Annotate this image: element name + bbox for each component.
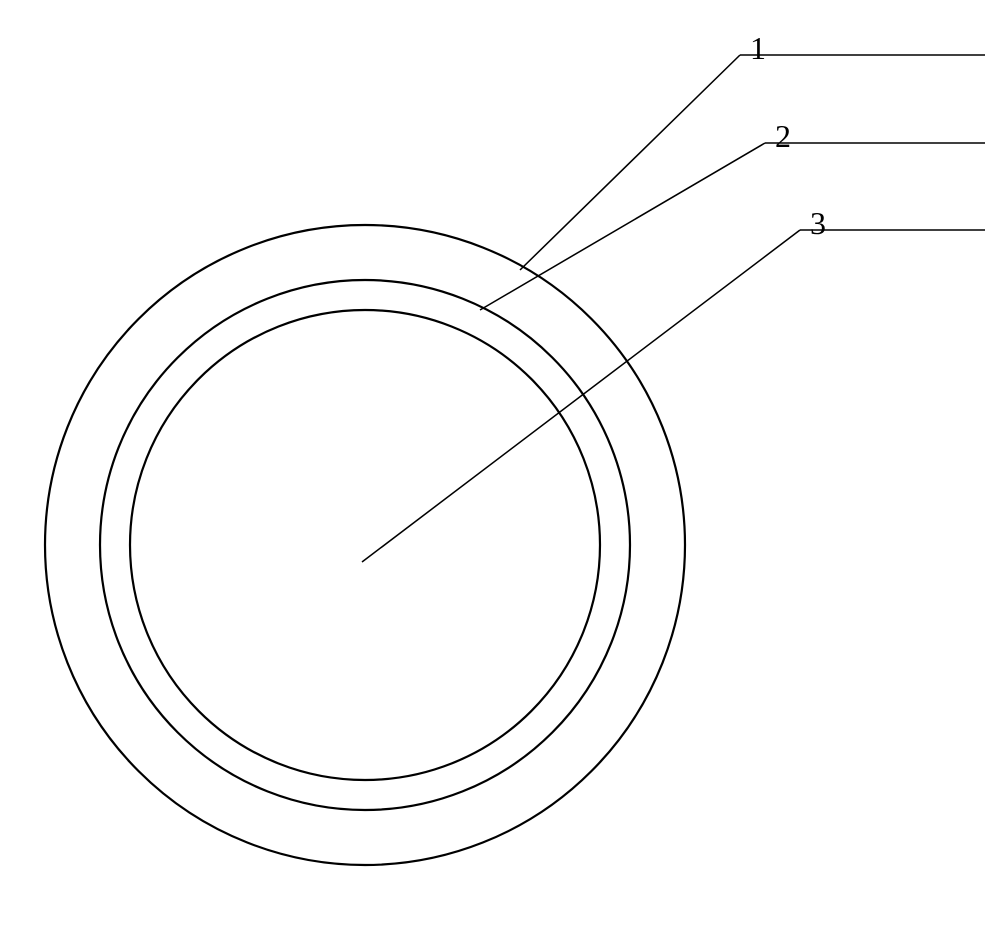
label-2: 2 <box>775 118 791 155</box>
circle-inner-core <box>130 310 600 780</box>
leader-lines <box>362 55 985 562</box>
concentric-circles <box>45 225 685 865</box>
leader-line-2 <box>480 143 765 310</box>
diagram-svg <box>0 0 1000 935</box>
leader-line-3 <box>362 230 800 562</box>
diagram-container: 1 2 3 <box>0 0 1000 935</box>
label-3: 3 <box>810 205 826 242</box>
circle-outer-ring <box>45 225 685 865</box>
label-1: 1 <box>750 30 766 67</box>
circle-middle-ring <box>100 280 630 810</box>
leader-line-1 <box>520 55 740 270</box>
